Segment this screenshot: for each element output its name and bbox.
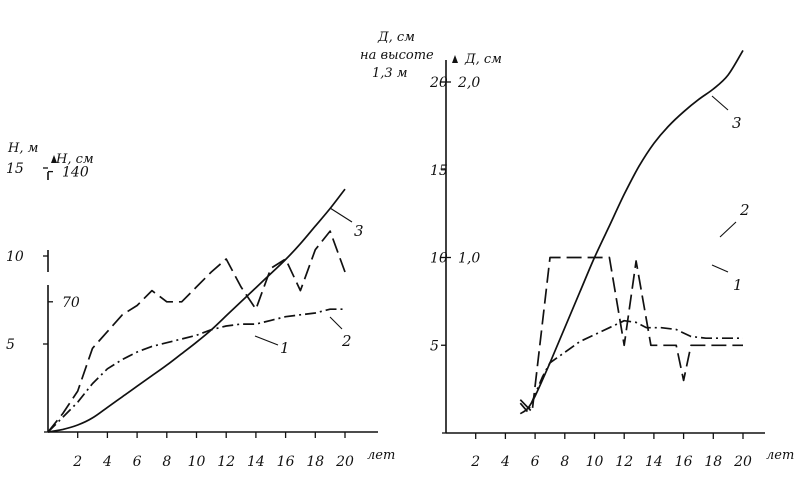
x-tick-label: 6 <box>133 454 142 470</box>
x-tick-label: 16 <box>675 454 693 470</box>
x-tick-label: 20 <box>733 454 752 470</box>
y-tick-label-inner: 2,0 <box>457 75 480 91</box>
y-tick-label-outer: 15 <box>430 163 448 179</box>
y-axis-label-inner: Н, см <box>55 152 94 167</box>
y-tick-label-outer: 10 <box>6 249 24 265</box>
x-tick-label: 18 <box>306 454 324 470</box>
series-leader-3 <box>711 95 729 111</box>
series-line-2 <box>519 319 743 413</box>
y-axis-label-outer: Н, м <box>7 141 38 156</box>
x-tick-label: 8 <box>560 454 569 470</box>
series-label-2: 2 <box>341 332 352 350</box>
series-label-1: 1 <box>733 276 743 294</box>
x-tick-label: 6 <box>531 454 540 470</box>
y-axis-arrow-icon <box>51 155 57 163</box>
series-line-3 <box>47 188 346 433</box>
x-tick-label: 2 <box>470 454 480 470</box>
x-tick-label: 8 <box>162 454 171 470</box>
y-axis-label-outer: 1,3 м <box>372 66 408 81</box>
y-tick-label-outer: 20 <box>429 75 448 91</box>
y-axis-arrow-icon <box>452 55 458 63</box>
x-tick-label: 20 <box>335 454 354 470</box>
x-tick-label: 10 <box>586 454 604 470</box>
y-axis-label-inner: Д, см <box>464 52 502 67</box>
series-label-2: 2 <box>739 201 750 219</box>
series-line-3 <box>519 49 744 415</box>
x-tick-label: 4 <box>102 454 112 470</box>
x-axis-label: лет <box>367 448 395 463</box>
y-tick-label-inner: 140 <box>62 165 89 181</box>
series-line-2 <box>47 308 345 433</box>
y-axis-label-outer: Д, см <box>377 30 415 45</box>
y-tick-label-inner: 1,0 <box>458 251 480 267</box>
series-label-1: 1 <box>280 339 290 357</box>
x-tick-label: 2 <box>72 454 82 470</box>
series-leader-1 <box>711 264 729 273</box>
y-tick-label-inner: 70 <box>62 295 80 311</box>
x-tick-label: 12 <box>615 454 633 470</box>
x-tick-label: 14 <box>247 454 265 470</box>
y-axis-label-outer: на высоте <box>360 48 434 63</box>
x-tick-label: 12 <box>217 454 235 470</box>
y-tick-label-outer: 15 <box>6 161 24 177</box>
series-label-3: 3 <box>732 114 742 132</box>
x-tick-label: 18 <box>704 454 722 470</box>
y-tick-label-outer: 10 <box>430 251 448 267</box>
series-line-1 <box>519 256 743 413</box>
x-tick-label: 10 <box>188 454 206 470</box>
y-tick-label-outer: 5 <box>6 337 15 353</box>
y-tick-label-outer: 5 <box>430 338 439 354</box>
series-leader-3 <box>329 207 353 223</box>
series-line-1 <box>47 230 346 433</box>
series-label-3: 3 <box>354 222 364 240</box>
x-tick-label: 14 <box>645 454 663 470</box>
x-tick-label: 4 <box>500 454 510 470</box>
series-leader-2 <box>329 316 343 330</box>
x-axis-label: лет <box>766 448 794 463</box>
x-tick-label: 16 <box>277 454 295 470</box>
series-leader-1 <box>254 335 279 346</box>
series-leader-2 <box>719 221 737 238</box>
